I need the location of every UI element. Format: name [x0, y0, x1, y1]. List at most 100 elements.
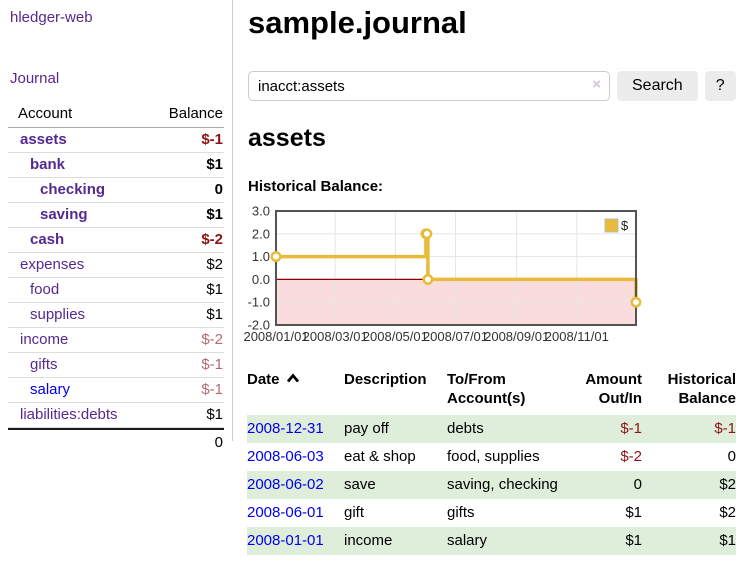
y-tick-label: 0.0 — [252, 272, 270, 287]
register-row[interactable]: 2008-06-02 save saving, checking 0 $2 — [247, 470, 736, 499]
register-table: Date Description To/From Account(s) Amou… — [247, 369, 736, 555]
account-link[interactable]: cash — [30, 231, 65, 248]
transaction-balance: $2 — [719, 503, 736, 521]
account-row: bank $1 — [8, 153, 224, 178]
transaction-accounts: saving, checking — [447, 475, 558, 493]
account-row: cash $-2 — [8, 228, 224, 253]
account-link[interactable]: food — [30, 281, 60, 298]
legend-label: $ — [621, 218, 629, 233]
x-tick-label: 2008/11/01 — [545, 329, 609, 344]
transaction-accounts: salary — [447, 531, 488, 549]
transaction-date-link[interactable]: 2008-06-02 — [247, 475, 324, 493]
accounts-header-row: Account Balance — [8, 103, 224, 128]
account-heading: assets — [248, 124, 326, 152]
account-row: gifts $-1 — [8, 353, 224, 378]
transaction-accounts: debts — [447, 419, 484, 437]
account-balance: 0 — [151, 178, 224, 203]
transaction-description: eat & shop — [344, 447, 416, 465]
transaction-date-link[interactable]: 2008-06-03 — [247, 447, 324, 465]
register-row[interactable]: 2008-12-31 pay off debts $-1 $-1 — [247, 414, 736, 443]
x-tick-label: 2008/09/01 — [484, 329, 549, 344]
account-link[interactable]: saving — [40, 206, 88, 223]
data-point[interactable] — [421, 228, 433, 240]
account-row: food $1 — [8, 278, 224, 303]
account-row: salary $-1 — [8, 378, 224, 403]
account-balance: $1 — [151, 278, 224, 303]
register-header-row: Date Description To/From Account(s) Amou… — [247, 369, 736, 415]
register-row[interactable]: 2008-06-01 gift gifts $1 $2 — [247, 499, 736, 527]
transaction-accounts: food, supplies — [447, 447, 540, 465]
chart-heading: Historical Balance: — [248, 178, 384, 195]
account-link[interactable]: expenses — [20, 256, 85, 273]
x-tick-label: 2008/03/01 — [303, 329, 368, 344]
transaction-amount: $-1 — [620, 419, 642, 437]
account-balance: $-2 — [151, 228, 224, 253]
account-row: liabilities:debts $1 — [8, 403, 224, 428]
account-link[interactable]: salary — [30, 381, 71, 398]
account-balance: $1 — [151, 303, 224, 328]
transaction-balance: $-1 — [714, 419, 736, 437]
account-link[interactable]: assets — [20, 131, 67, 148]
page-title: sample.journal — [248, 5, 467, 40]
account-link[interactable]: gifts — [30, 356, 58, 373]
transaction-date-link[interactable]: 2008-12-31 — [247, 419, 324, 437]
historical-balance-chart[interactable]: $3.0 2.0 1.0 0.0 -1.0 -2.0 2008/01/01 2008/03/0… — [243, 204, 742, 349]
y-tick-label: -1.0 — [248, 295, 270, 310]
account-link[interactable]: checking — [40, 181, 106, 198]
plot-border — [275, 210, 637, 326]
x-tick-label: 2008/01/01 — [243, 329, 308, 344]
clear-search-icon[interactable]: × — [592, 76, 601, 93]
transaction-amount: $-2 — [620, 447, 642, 465]
account-link[interactable]: bank — [30, 156, 66, 173]
data-point[interactable] — [422, 273, 434, 285]
y-tick-label: -2.0 — [248, 318, 270, 333]
account-link[interactable]: liabilities:debts — [20, 406, 118, 423]
accounts-total-value: 0 — [151, 428, 224, 455]
account-balance: $-1 — [151, 378, 224, 403]
search-button[interactable]: Search — [617, 71, 698, 101]
y-tick-label: 2.0 — [252, 226, 270, 241]
help-button[interactable]: ? — [704, 71, 736, 101]
account-balance: $1 — [151, 153, 224, 178]
search-input[interactable] — [248, 71, 610, 101]
transaction-description: pay off — [344, 419, 389, 437]
transaction-accounts: gifts — [447, 503, 475, 521]
register-header-accounts: To/From Account(s) — [447, 371, 526, 407]
register-row[interactable]: 2008-06-03 eat & shop food, supplies $-2 0 — [247, 443, 736, 471]
account-balance: $2 — [151, 253, 224, 278]
account-row: saving $1 — [8, 203, 224, 228]
transaction-balance: $1 — [719, 531, 736, 549]
x-tick-label: 2008/05/01 — [363, 329, 428, 344]
account-row: supplies $1 — [8, 303, 224, 328]
register-header-description: Description — [344, 371, 427, 388]
transaction-amount: $1 — [625, 531, 642, 549]
accounts-total-row: 0 — [8, 428, 224, 455]
account-link[interactable]: income — [20, 331, 69, 348]
data-point[interactable] — [270, 251, 282, 263]
transaction-amount: $1 — [625, 503, 642, 521]
sidebar-item-journal[interactable]: Journal — [10, 70, 60, 87]
transaction-description: gift — [344, 503, 365, 521]
sort-asc-icon — [286, 373, 299, 383]
y-tick-label: 3.0 — [252, 204, 270, 219]
data-point[interactable] — [630, 296, 642, 308]
transaction-date-link[interactable]: 2008-01-01 — [247, 531, 324, 549]
account-row: checking 0 — [8, 178, 224, 203]
register-header-balance: Historical Balance — [667, 371, 736, 407]
account-balance: $-2 — [151, 328, 224, 353]
x-tick-label: 2008/07/01 — [423, 329, 488, 344]
account-balance: $1 — [151, 203, 224, 228]
account-row: expenses $2 — [8, 253, 224, 278]
account-link[interactable]: supplies — [30, 306, 86, 323]
app-title-link[interactable]: hledger-web — [10, 9, 93, 26]
transaction-description: save — [344, 475, 376, 493]
legend-swatch — [604, 218, 619, 233]
transaction-date-link[interactable]: 2008-06-01 — [247, 503, 324, 521]
main-content: sample.journal × Search ? assets Histori… — [243, 0, 742, 555]
accounts-table: Account Balance assets $-1 bank $1 checking 0… — [8, 103, 224, 455]
register-row[interactable]: 2008-01-01 income salary $1 $1 — [247, 526, 736, 555]
transaction-amount: 0 — [633, 475, 642, 493]
register-header-date[interactable]: Date — [247, 369, 344, 415]
transaction-balance: $2 — [719, 475, 736, 493]
y-tick-label: 1.0 — [252, 249, 270, 264]
